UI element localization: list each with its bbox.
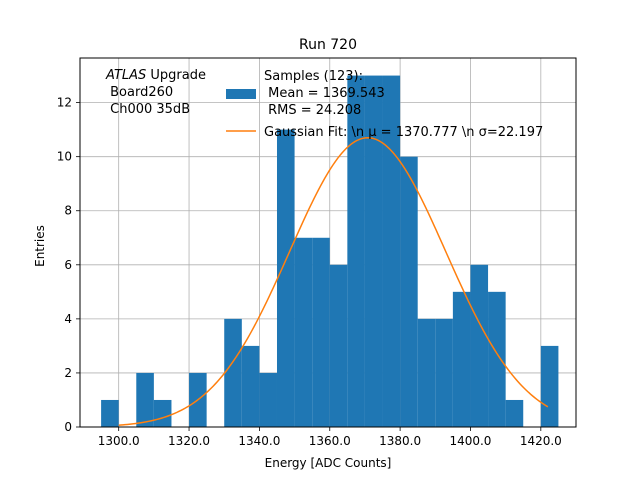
histogram-bar — [435, 318, 453, 427]
histogram-bar — [364, 75, 383, 428]
legend-label-fit: Gaussian Fit: \n μ = 1370.777 \n σ=22.19… — [264, 125, 543, 140]
histogram-bar — [259, 372, 277, 427]
annotation-line: Board260 — [106, 85, 173, 100]
histogram-bar — [276, 129, 295, 427]
histogram-bar — [382, 75, 401, 428]
legend-label-samples: Mean = 1369.543 — [264, 86, 385, 101]
gaussian-fit-line — [118, 136, 549, 426]
annotation-line: Ch000 35dB — [106, 102, 190, 117]
histogram-bar — [400, 156, 418, 427]
x-tick-label: 1360.0 — [309, 434, 351, 448]
histogram-bar — [488, 291, 506, 427]
histogram-bar — [452, 291, 471, 427]
histogram-bar — [505, 399, 524, 427]
histogram-bar — [312, 237, 330, 427]
histogram-bar — [540, 345, 559, 427]
histogram-bar — [241, 345, 260, 427]
legend-label-samples: RMS = 24.208 — [264, 103, 361, 118]
y-tick-label: 0 — [64, 420, 72, 434]
x-tick-label: 1380.0 — [379, 434, 421, 448]
y-tick-label: 8 — [64, 204, 72, 218]
histogram-bar — [347, 75, 365, 428]
y-tick-label: 12 — [57, 96, 72, 110]
histogram-bar — [294, 237, 313, 427]
annotation-italic: ATLAS — [105, 68, 146, 83]
x-tick-label: 1400.0 — [449, 434, 491, 448]
x-tick-label: 1300.0 — [98, 434, 140, 448]
annotation-text: Upgrade — [146, 68, 206, 83]
annotation-text: Ch000 35dB — [106, 102, 190, 117]
histogram-bar — [224, 318, 242, 427]
histogram-bar — [417, 318, 436, 427]
x-tick-label: 1420.0 — [520, 434, 562, 448]
histogram-bar — [136, 372, 154, 427]
y-tick-label: 6 — [64, 258, 72, 272]
histogram-bar — [153, 399, 172, 427]
x-axis-label: Energy [ADC Counts] — [265, 456, 392, 470]
gaussian-fit — [118, 136, 549, 426]
y-tick-label: 2 — [64, 366, 72, 380]
atlas-annotation: ATLAS Upgrade Board260 Ch000 35dB — [105, 68, 206, 117]
chart-title: Run 720 — [299, 37, 357, 53]
annotation-line: ATLAS Upgrade — [105, 68, 206, 83]
legend-label-samples: Samples (123): — [264, 69, 363, 84]
histogram-bars — [101, 75, 559, 428]
y-tick-label: 4 — [64, 312, 72, 326]
histogram-bar — [329, 264, 348, 427]
plot-frame — [79, 57, 577, 428]
annotation-text: Board260 — [106, 85, 173, 100]
x-tick-label: 1340.0 — [238, 434, 280, 448]
histogram-bar — [470, 264, 489, 427]
y-axis-label: Entries — [33, 225, 47, 267]
legend-swatch-samples — [226, 89, 256, 99]
legend: Samples (123): Mean = 1369.543 RMS = 24.… — [226, 69, 543, 140]
histogram-bar — [101, 399, 119, 427]
axes: 1300.0 1320.0 1340.0 1360.0 1380.0 1400.0 1420… — [57, 57, 577, 448]
y-tick-label: 10 — [57, 150, 72, 164]
x-tick-label: 1320.0 — [168, 434, 210, 448]
